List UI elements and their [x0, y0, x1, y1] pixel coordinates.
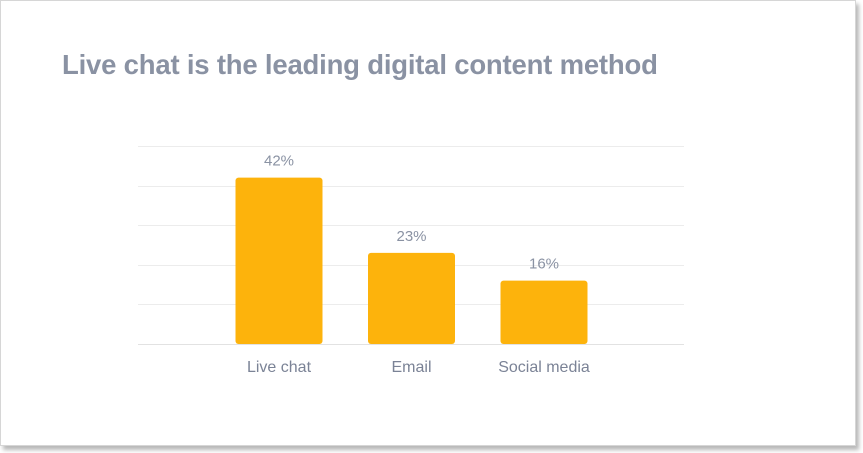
chart-title: Live chat is the leading digital content…	[62, 49, 658, 80]
bar-live-chat	[235, 177, 323, 344]
bar-email	[368, 252, 455, 344]
category-label: Live chat	[247, 359, 312, 376]
value-labels: 42% 23% 16%	[264, 153, 559, 273]
value-label: 42%	[264, 153, 294, 170]
value-label: 16%	[529, 256, 559, 273]
bar-chart: 42% 23% 16% Live chat Email Social media	[138, 146, 684, 376]
category-label: Social media	[498, 359, 590, 376]
category-labels: Live chat Email Social media	[247, 359, 590, 376]
bars	[235, 177, 588, 344]
category-label: Email	[391, 359, 431, 376]
value-label: 23%	[396, 228, 426, 245]
bar-social-media	[500, 280, 588, 344]
chart-card: Live chat is the leading digital content…	[0, 0, 856, 446]
